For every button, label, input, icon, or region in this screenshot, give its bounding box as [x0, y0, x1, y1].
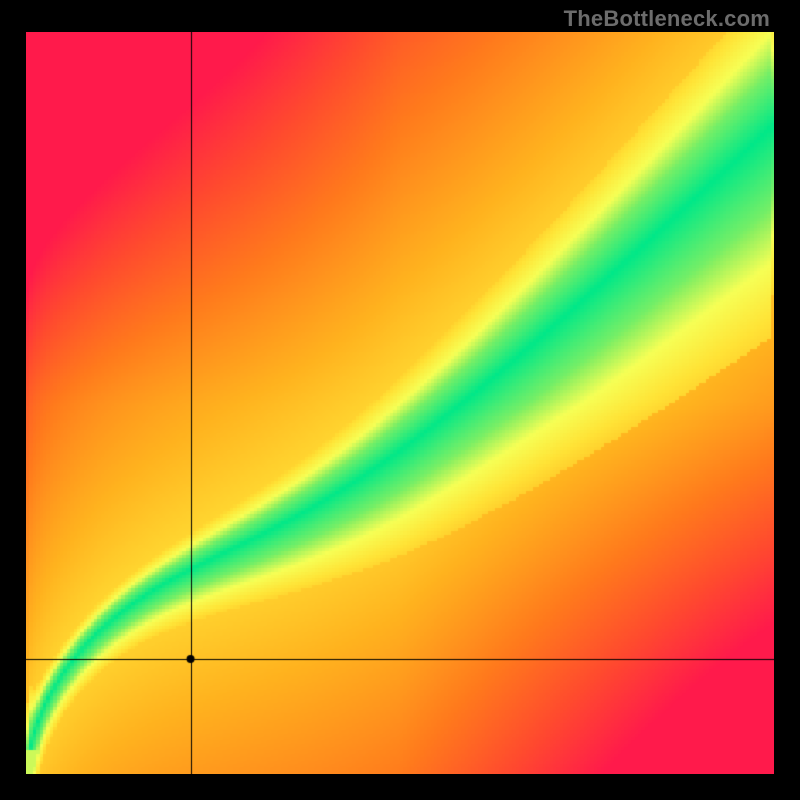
watermark-text: TheBottleneck.com [564, 6, 770, 32]
bottleneck-heatmap [26, 32, 774, 774]
chart-container: TheBottleneck.com [0, 0, 800, 800]
